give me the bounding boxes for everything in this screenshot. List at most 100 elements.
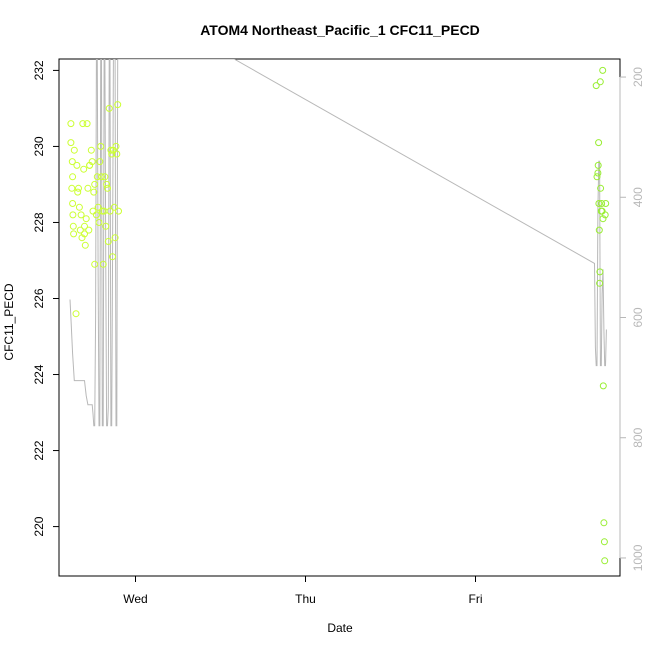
data-point <box>84 184 92 192</box>
data-point <box>110 203 118 211</box>
data-point <box>96 158 104 166</box>
data-point <box>101 173 109 181</box>
data-point <box>68 158 76 166</box>
data-point <box>74 188 82 196</box>
data-point <box>599 215 607 223</box>
data-point <box>595 226 603 234</box>
x-axis-label: Date <box>327 621 353 635</box>
data-point <box>93 173 101 181</box>
data-point <box>94 203 102 211</box>
y2-axis: 200 400 600 800 1000 <box>619 67 645 571</box>
y2-tick-label: 1000 <box>631 544 645 571</box>
data-point <box>594 161 602 169</box>
data-point <box>69 173 77 181</box>
data-point <box>593 173 601 181</box>
data-point <box>70 230 78 238</box>
y-tick-label: 228 <box>32 212 46 232</box>
data-point <box>597 184 605 192</box>
y2-tick-label: 600 <box>631 307 645 327</box>
data-point <box>99 260 107 268</box>
y-axis: 220 222 224 226 228 230 232 <box>32 60 60 537</box>
data-point <box>67 139 75 147</box>
data-point <box>109 253 116 261</box>
data-point <box>103 180 111 188</box>
data-point <box>596 78 604 86</box>
data-point <box>600 538 608 546</box>
data-point <box>68 184 76 192</box>
data-point <box>104 238 112 245</box>
pressure-line <box>69 59 607 427</box>
data-point <box>601 211 609 219</box>
data-point <box>91 180 99 188</box>
data-point <box>75 203 83 211</box>
y-tick-label: 232 <box>32 60 46 80</box>
data-point <box>95 219 103 226</box>
data-point <box>81 230 88 238</box>
data-point <box>82 215 90 223</box>
data-point <box>72 310 80 318</box>
data-point <box>69 222 77 230</box>
data-point <box>87 146 95 154</box>
y-axis-label: CFC11_PECD <box>2 283 16 360</box>
data-point <box>76 226 84 234</box>
data-point <box>112 142 120 150</box>
data-point <box>595 200 603 207</box>
data-point <box>596 279 604 287</box>
data-point <box>599 66 607 74</box>
data-point <box>105 104 113 112</box>
data-point <box>594 169 602 177</box>
x-tick-label: Wed <box>123 592 147 606</box>
data-point <box>113 150 121 158</box>
data-point <box>596 268 604 276</box>
data-point <box>114 101 122 109</box>
y-tick-label: 230 <box>32 136 46 156</box>
data-point <box>595 139 603 147</box>
data-point <box>598 200 606 207</box>
plot-frame <box>58 58 621 577</box>
chart-title: ATOM4 Northeast_Pacific_1 CFC11_PECD <box>200 22 480 38</box>
data-point <box>90 188 98 196</box>
data-point <box>111 234 119 242</box>
data-point <box>107 146 115 154</box>
data-point <box>77 211 85 219</box>
data-point <box>79 120 87 128</box>
data-point <box>92 211 100 219</box>
data-point <box>104 184 111 192</box>
data-point <box>601 557 609 565</box>
data-point <box>80 165 88 173</box>
data-point <box>75 184 82 192</box>
data-point <box>106 207 114 215</box>
data-point <box>81 241 89 249</box>
data-point <box>602 200 610 207</box>
data-point <box>97 142 105 150</box>
y2-tick-label: 400 <box>631 187 645 207</box>
data-point <box>108 150 116 158</box>
y-tick-label: 226 <box>32 288 46 308</box>
y2-tick-label: 200 <box>631 67 645 87</box>
data-point <box>69 211 77 219</box>
x-tick-label: Fri <box>469 592 483 606</box>
data-point <box>85 226 93 234</box>
y2-tick-label: 800 <box>631 427 645 447</box>
data-point <box>88 158 96 166</box>
data-point <box>592 82 600 90</box>
data-point <box>102 222 110 230</box>
data-point <box>69 200 77 207</box>
data-point <box>599 382 607 390</box>
data-point <box>81 222 88 230</box>
data-point <box>115 207 122 215</box>
data-point <box>67 120 75 128</box>
x-axis: Wed Thu Fri <box>123 575 483 606</box>
data-point <box>70 146 78 154</box>
y-tick-label: 220 <box>32 516 46 536</box>
x-tick-label: Thu <box>295 592 316 606</box>
data-point <box>98 173 105 181</box>
data-point <box>91 260 99 268</box>
data-point <box>600 519 608 527</box>
y-tick-label: 222 <box>32 440 46 460</box>
data-point <box>73 161 81 169</box>
plot-area <box>67 59 610 565</box>
y-tick-label: 224 <box>32 364 46 384</box>
data-point <box>83 120 91 128</box>
